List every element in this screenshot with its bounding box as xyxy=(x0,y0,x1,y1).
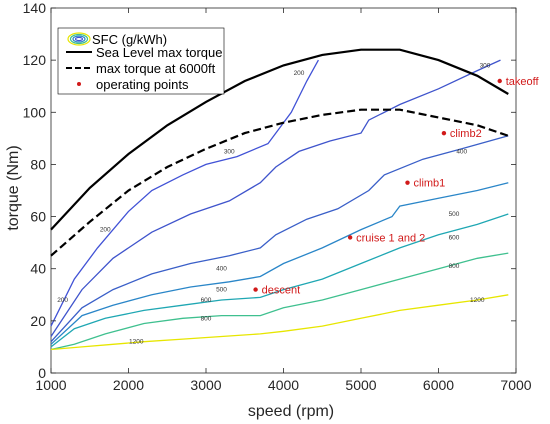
operating-point-climb1 xyxy=(405,180,410,185)
operating-points: takeoff climb2 climb1 cruise 1 and 2 descent xyxy=(253,76,539,297)
sfc-contour-600 xyxy=(50,213,509,348)
legend-point-marker xyxy=(77,82,81,86)
y-tick-label-20: 20 xyxy=(30,313,46,329)
x-tick-label-5000: 5000 xyxy=(345,377,376,393)
legend-label-contour: SFC (g/kWh) xyxy=(92,32,167,47)
operating-point-cruise-1-and-2 xyxy=(347,235,353,240)
legend-label-points: operating points xyxy=(96,77,189,92)
contour-label-200-1: 200 xyxy=(100,227,111,234)
contour-label-400-1: 400 xyxy=(456,148,467,155)
max-torque-curves xyxy=(50,48,509,257)
x-tick-label-3000: 3000 xyxy=(190,377,221,393)
axis-ticks: 1000 2000 3000 4000 5000 6000 7000 0 20 40 60 80 100… xyxy=(23,0,532,393)
contour-label-200-2: 200 xyxy=(294,70,305,77)
x-tick-label-1000: 1000 xyxy=(35,377,66,393)
sfc-contour-800 xyxy=(50,252,509,351)
contour-label-300-1: 300 xyxy=(480,62,491,69)
sfc-contour-200 xyxy=(50,59,319,327)
legend-label-sea-level: Sea Level max torque xyxy=(96,45,222,60)
x-tick-label-4000: 4000 xyxy=(268,377,299,393)
legend-label-altitude: max torque at 6000ft xyxy=(96,61,216,76)
operating-point-descent xyxy=(253,287,258,292)
operating-point-takeoff xyxy=(497,78,502,84)
y-tick-label-60: 60 xyxy=(30,209,46,225)
contour-label-500-1: 500 xyxy=(449,211,460,218)
contour-label-1200-0: 1200 xyxy=(129,339,144,346)
operating-point-label-descent: descent xyxy=(262,285,301,297)
sea-level-max-torque-line xyxy=(50,48,509,231)
contour-label-500-0: 500 xyxy=(216,287,227,294)
y-tick-label-120: 120 xyxy=(23,52,47,68)
legend-contour-icon xyxy=(67,32,91,46)
contour-label-400-0: 400 xyxy=(216,266,227,273)
operating-point-label-takeoff: takeoff xyxy=(506,76,540,88)
legend: SFC (g/kWh) Sea Level max torque max tor… xyxy=(57,27,225,95)
operating-point-climb2 xyxy=(441,130,447,136)
y-axis-title: torque (Nm) xyxy=(5,145,22,230)
contour-label-600-0: 600 xyxy=(201,297,212,304)
y-tick-label-140: 140 xyxy=(23,0,47,16)
contour-label-800-0: 800 xyxy=(201,315,212,322)
x-axis-title: speed (rpm) xyxy=(248,403,334,420)
y-tick-label-0: 0 xyxy=(38,365,46,381)
sfc-contour-300 xyxy=(50,59,501,337)
x-tick-label-2000: 2000 xyxy=(113,377,144,393)
contour-label-800-1: 800 xyxy=(449,263,460,270)
operating-point-label-climb2: climb2 xyxy=(450,128,482,140)
y-tick-label-100: 100 xyxy=(23,104,47,120)
contour-label-600-1: 600 xyxy=(449,234,460,241)
x-tick-label-7000: 7000 xyxy=(500,377,531,393)
sfc-contour-500 xyxy=(50,182,509,345)
y-tick-label-80: 80 xyxy=(30,156,46,172)
legend-box xyxy=(57,27,225,95)
contour-label-300-0: 300 xyxy=(224,148,235,155)
x-tick-label-6000: 6000 xyxy=(423,377,454,393)
contour-label-200-0: 200 xyxy=(57,297,68,304)
operating-point-label-climb1: climb1 xyxy=(414,178,446,190)
sfc-contour-lines: 200 200 200 300 300 400 400 500 500 600 600 800 800 1… xyxy=(50,59,509,351)
operating-point-label-cruise-1-and-2: cruise 1 and 2 xyxy=(356,232,425,244)
contour-label-1200-1: 1200 xyxy=(470,297,485,304)
y-tick-label-40: 40 xyxy=(30,261,46,277)
altitude-max-torque-line xyxy=(50,108,509,257)
sfc-contour-1200 xyxy=(50,294,509,351)
sfc-contour-400 xyxy=(50,135,509,343)
